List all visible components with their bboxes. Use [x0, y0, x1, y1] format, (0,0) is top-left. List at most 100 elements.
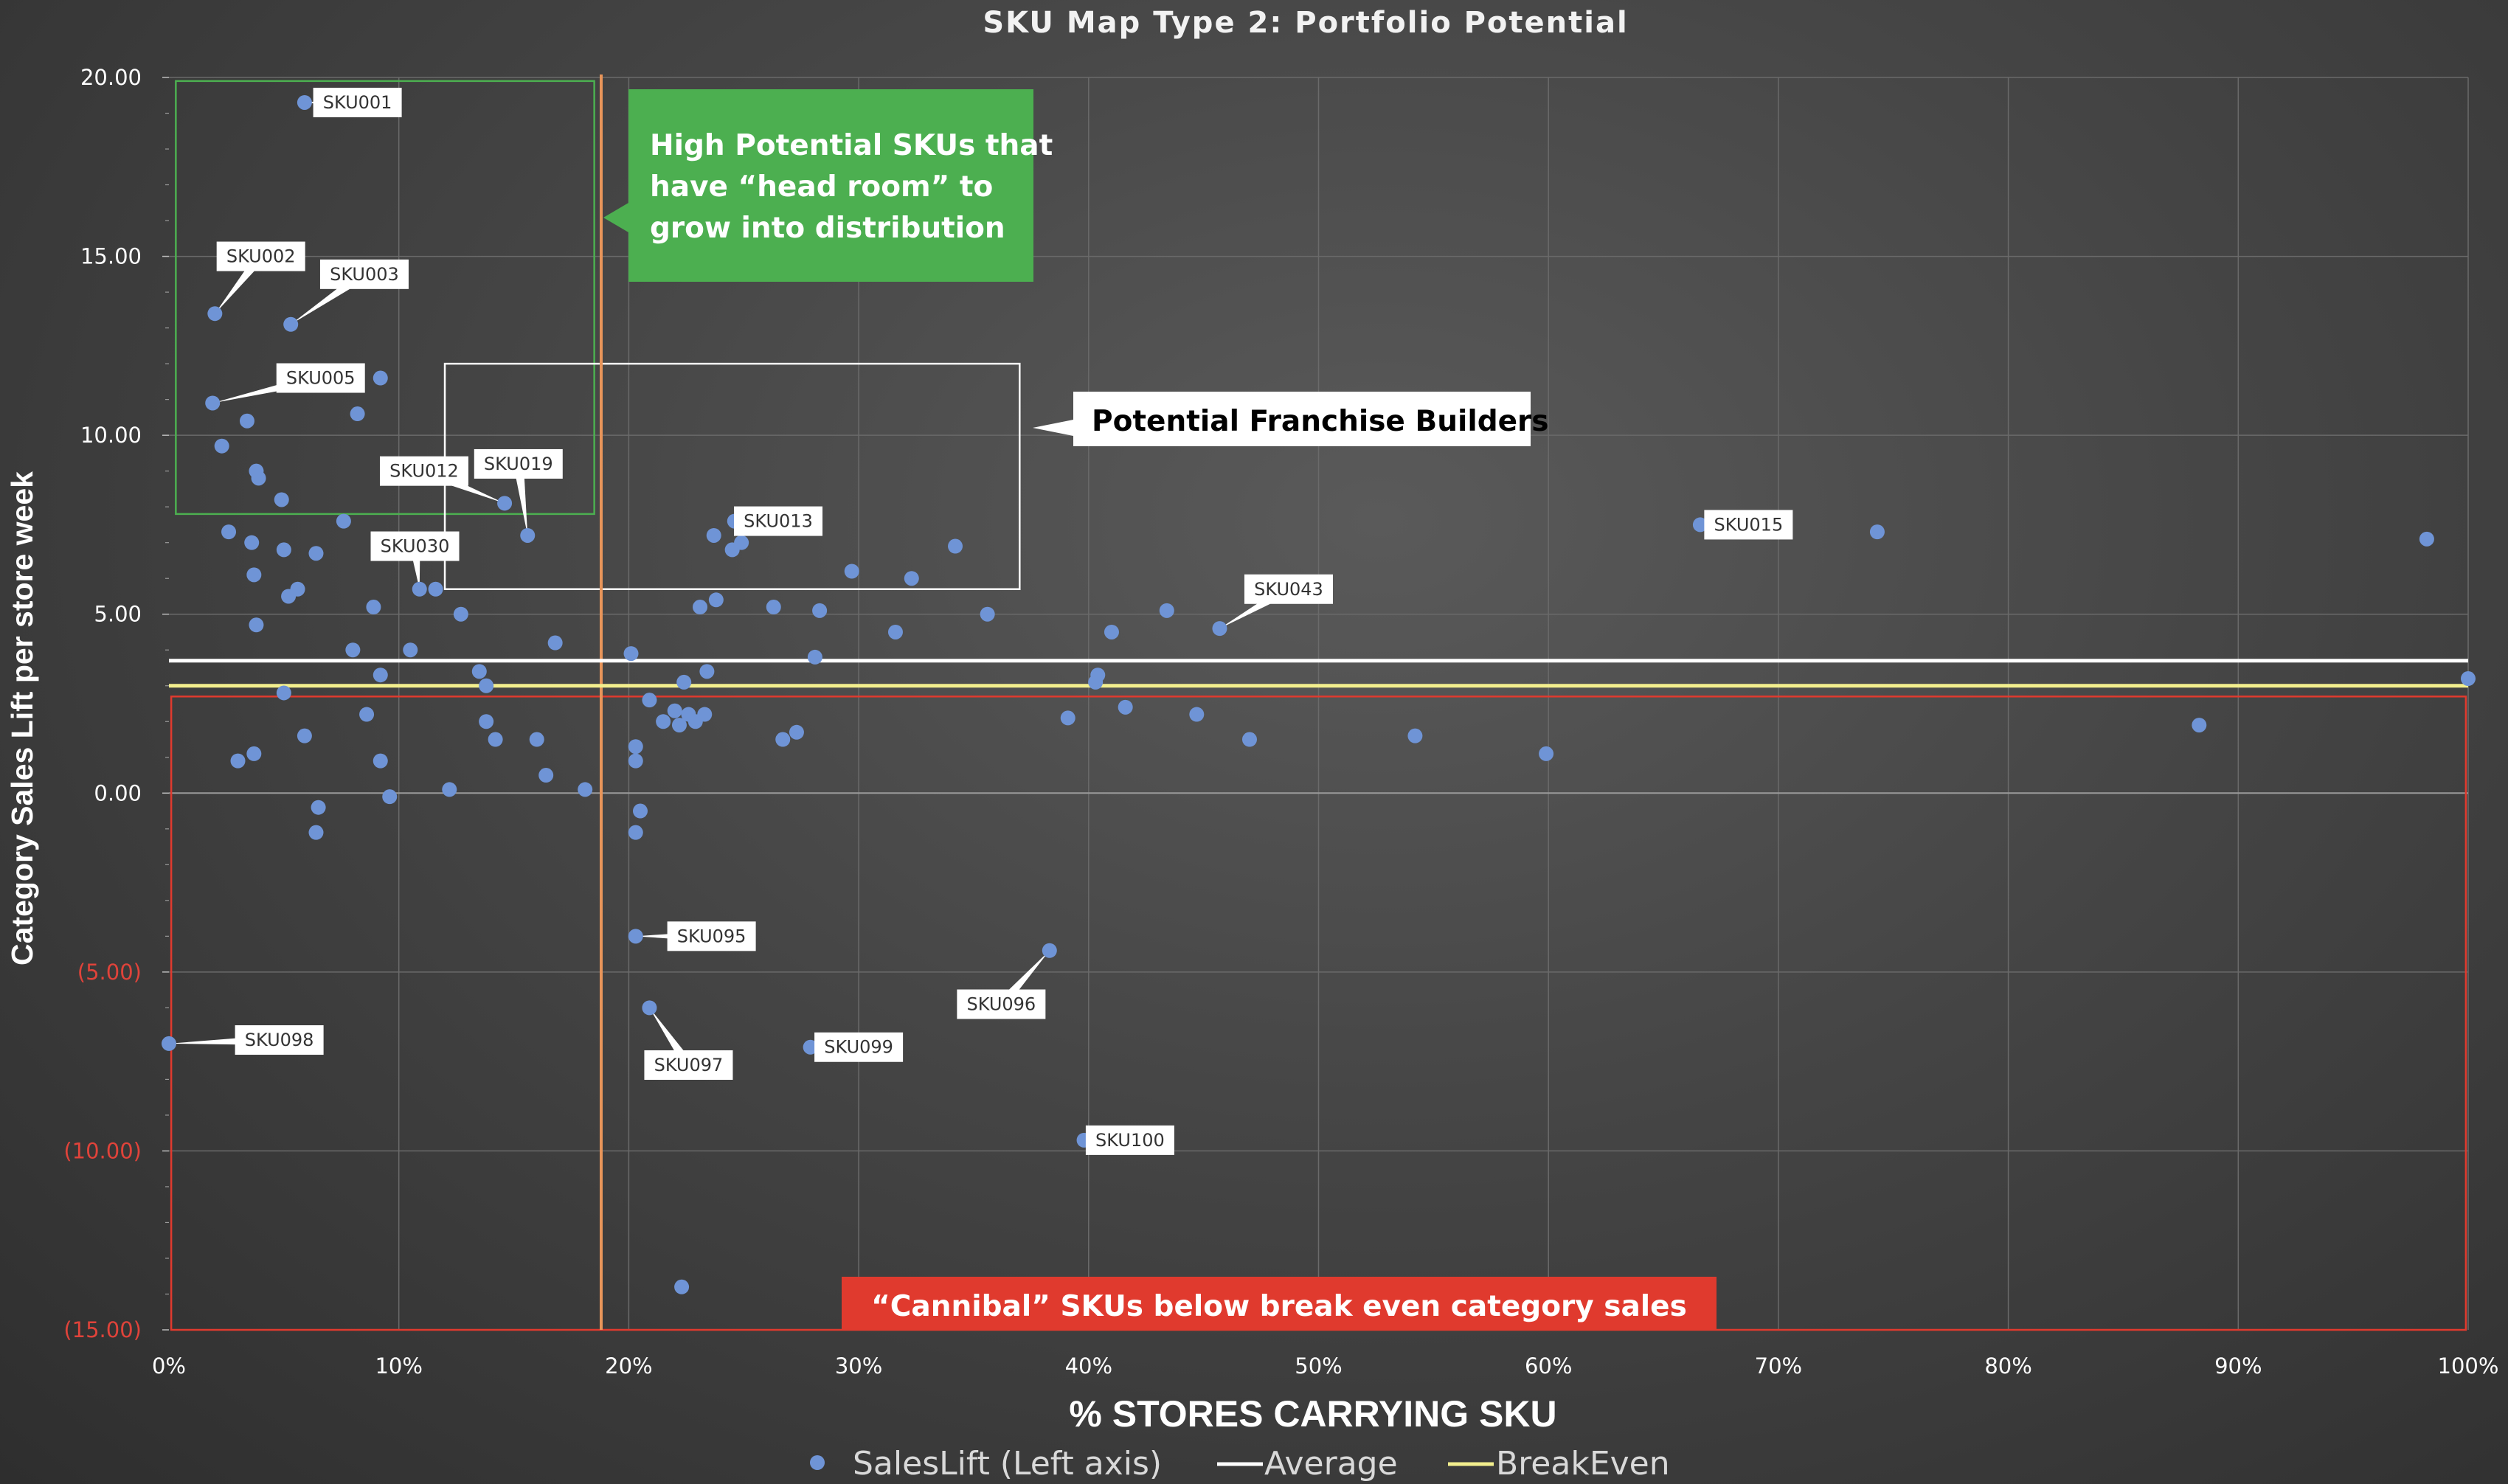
point-label: SKU096 [967, 994, 1036, 1015]
data-point [276, 542, 291, 558]
legend-point-marker [810, 1455, 825, 1470]
point-label: SKU097 [654, 1055, 724, 1075]
point-label: SKU001 [323, 92, 392, 113]
data-point [403, 642, 418, 658]
data-point [671, 718, 687, 733]
data-point [674, 1279, 690, 1294]
labeled-data-point [412, 581, 427, 597]
labeled-data-point [283, 316, 299, 332]
data-point [775, 732, 791, 747]
point-label-box [379, 456, 468, 486]
y-tick-label: (5.00) [77, 960, 142, 985]
x-axis-title: % STORES CARRYING SKU [1069, 1393, 1556, 1435]
data-point [350, 406, 365, 422]
point-label: SKU100 [1095, 1130, 1165, 1151]
data-point [529, 732, 544, 747]
data-point [251, 471, 266, 486]
labeled-data-point [520, 527, 536, 543]
data-point [221, 524, 237, 540]
data-point [676, 674, 692, 690]
data-point [547, 635, 563, 651]
point-label-box [319, 259, 409, 289]
data-point [693, 600, 708, 615]
data-point [1090, 668, 1106, 683]
labeled-data-point [207, 306, 223, 322]
label-connector [513, 463, 528, 535]
reference-lines [169, 74, 2468, 1330]
data-point [887, 624, 903, 639]
point-label-box [235, 1025, 324, 1055]
data-point [471, 664, 487, 679]
data-point [244, 535, 260, 550]
chart-title: SKU Map Type 2: Portfolio Potential [983, 6, 1628, 40]
data-point [766, 600, 781, 615]
data-point [274, 492, 289, 507]
labeled-data-point [1042, 943, 1057, 958]
point-label-box [276, 363, 365, 393]
white-annotation: Potential Franchise Builders [1033, 392, 1549, 446]
data-point [373, 370, 388, 386]
data-point [1159, 603, 1174, 618]
data-point [345, 642, 361, 658]
point-labels: SKU001 SKU002 SKU003 SKU005 SKU012 SKU019 SKU0… [216, 87, 1793, 1155]
data-point [276, 685, 291, 701]
green-annotation: High Potential SKUs that have “head room… [603, 89, 1053, 282]
data-point [488, 732, 503, 747]
data-point [1869, 524, 1885, 540]
data-point [628, 739, 643, 755]
data-point [706, 527, 721, 543]
data-point [667, 703, 682, 718]
legend-breakeven: BreakEven [1496, 1445, 1670, 1483]
white-annotation-box [1033, 392, 1531, 446]
point-label-box [1244, 574, 1333, 604]
x-tick-label: 0% [152, 1353, 186, 1379]
labeled-data-point [205, 395, 221, 411]
data-point [453, 606, 468, 622]
data-point [373, 753, 388, 769]
data-point [382, 789, 398, 805]
data-point [578, 782, 593, 797]
white-annotation-text: Potential Franchise Builders [1092, 405, 1549, 438]
labeled-data-point [162, 1036, 176, 1051]
point-label: SKU030 [381, 536, 450, 557]
point-label: SKU098 [245, 1030, 314, 1050]
x-tick-label: 20% [605, 1353, 652, 1379]
data-point [373, 668, 388, 683]
labeled-data-point [297, 94, 312, 110]
data-point [628, 825, 643, 840]
labeled-data-point [1692, 517, 1708, 533]
y-tick-label: 0.00 [94, 780, 142, 805]
y-tick-label: 10.00 [80, 423, 142, 448]
data-point [904, 571, 919, 586]
legend: SalesLift (Left axis) Average BreakEven [810, 1445, 1670, 1483]
data-point [623, 646, 639, 662]
data-point [428, 581, 443, 597]
labeled-data-point [803, 1039, 818, 1055]
data-point [442, 782, 457, 797]
labeled-data-point [497, 496, 513, 511]
y-axis-title: Category Sales Lift per store week [5, 471, 39, 965]
data-point [734, 535, 749, 550]
data-points [162, 94, 2476, 1294]
legend-average: Average [1264, 1445, 1398, 1483]
data-point [366, 600, 381, 615]
point-label-box [957, 989, 1046, 1019]
point-label-box [644, 1050, 733, 1080]
x-tick-label: 50% [1295, 1353, 1342, 1379]
data-point [789, 724, 804, 740]
labeled-data-point [1212, 621, 1227, 637]
point-label-box [1704, 510, 1793, 540]
x-tick-label: 70% [1755, 1353, 1802, 1379]
data-point [246, 567, 262, 583]
data-point [948, 538, 963, 554]
data-point [239, 413, 254, 429]
labeled-data-point [642, 1000, 657, 1016]
point-label: SKU043 [1254, 579, 1323, 600]
point-label: SKU095 [677, 926, 746, 946]
legend-saleslift: SalesLift (Left axis) [853, 1445, 1162, 1483]
data-point [308, 825, 324, 840]
data-point [359, 707, 375, 722]
data-point [311, 800, 326, 815]
x-tick-label: 80% [1984, 1353, 2031, 1379]
point-label: SKU002 [226, 246, 296, 267]
